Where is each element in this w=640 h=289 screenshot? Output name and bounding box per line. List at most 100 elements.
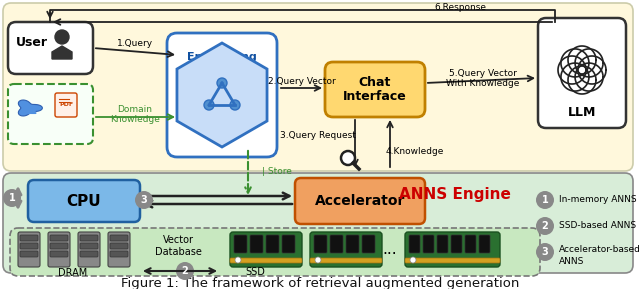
FancyBboxPatch shape [20, 235, 38, 241]
Text: 3: 3 [541, 247, 548, 257]
Circle shape [3, 189, 21, 207]
FancyBboxPatch shape [3, 3, 633, 171]
Text: Figure 1: The framework of retrieval augmented generation: Figure 1: The framework of retrieval aug… [121, 277, 519, 289]
FancyBboxPatch shape [451, 235, 462, 253]
Text: Accelerator: Accelerator [315, 194, 405, 208]
FancyBboxPatch shape [50, 235, 68, 241]
Text: | Store: | Store [262, 168, 292, 177]
Text: ANNS: ANNS [559, 257, 584, 266]
FancyBboxPatch shape [10, 228, 540, 276]
Circle shape [536, 243, 554, 261]
Text: 2: 2 [182, 266, 188, 276]
FancyBboxPatch shape [295, 178, 425, 224]
FancyBboxPatch shape [282, 235, 295, 253]
Circle shape [536, 191, 554, 209]
Text: Embedding: Embedding [187, 52, 257, 62]
FancyBboxPatch shape [50, 251, 68, 257]
Polygon shape [19, 100, 42, 116]
FancyBboxPatch shape [8, 84, 93, 144]
Circle shape [341, 151, 355, 165]
Polygon shape [52, 46, 72, 59]
FancyBboxPatch shape [78, 232, 100, 267]
FancyBboxPatch shape [346, 235, 359, 253]
FancyBboxPatch shape [230, 258, 302, 263]
Text: 6.Response: 6.Response [434, 3, 486, 12]
FancyBboxPatch shape [310, 232, 382, 267]
Text: 3: 3 [141, 195, 147, 205]
Text: Interface: Interface [343, 90, 407, 103]
Circle shape [315, 257, 321, 263]
Circle shape [235, 257, 241, 263]
Text: PDF: PDF [59, 103, 73, 108]
FancyBboxPatch shape [310, 258, 382, 263]
FancyBboxPatch shape [538, 18, 626, 128]
FancyBboxPatch shape [234, 235, 247, 253]
FancyBboxPatch shape [266, 235, 279, 253]
FancyBboxPatch shape [110, 235, 128, 241]
FancyBboxPatch shape [230, 232, 302, 267]
Text: Knowledge: Knowledge [110, 114, 160, 123]
FancyBboxPatch shape [479, 235, 490, 253]
Text: 2.Query Vector: 2.Query Vector [268, 77, 336, 86]
Text: 2: 2 [541, 221, 548, 231]
FancyBboxPatch shape [409, 235, 420, 253]
Text: ☁: ☁ [19, 99, 38, 118]
Text: 1.Query: 1.Query [117, 40, 153, 49]
Text: SSD: SSD [245, 267, 265, 277]
Text: User: User [16, 36, 48, 49]
Text: LLM: LLM [568, 107, 596, 119]
Text: 3.Query Request: 3.Query Request [280, 131, 356, 140]
FancyBboxPatch shape [437, 235, 448, 253]
FancyBboxPatch shape [8, 22, 93, 74]
Text: Accelerator-based: Accelerator-based [559, 244, 640, 253]
Circle shape [204, 100, 214, 110]
FancyBboxPatch shape [55, 93, 77, 117]
Text: ANNS Engine: ANNS Engine [399, 188, 511, 203]
FancyBboxPatch shape [314, 235, 327, 253]
FancyBboxPatch shape [18, 232, 40, 267]
FancyBboxPatch shape [110, 243, 128, 249]
FancyBboxPatch shape [20, 243, 38, 249]
Circle shape [135, 191, 153, 209]
Polygon shape [177, 43, 267, 147]
FancyBboxPatch shape [423, 235, 434, 253]
FancyBboxPatch shape [250, 235, 263, 253]
FancyBboxPatch shape [405, 232, 500, 267]
Text: 5.Query Vector: 5.Query Vector [449, 68, 517, 77]
FancyBboxPatch shape [80, 251, 98, 257]
Text: 1: 1 [541, 195, 548, 205]
FancyBboxPatch shape [167, 33, 277, 157]
FancyBboxPatch shape [80, 235, 98, 241]
Circle shape [536, 217, 554, 235]
Text: Chat: Chat [359, 76, 391, 89]
Circle shape [217, 78, 227, 88]
Circle shape [176, 262, 194, 280]
Text: Domain: Domain [118, 105, 152, 114]
Text: Vector
Database: Vector Database [155, 235, 202, 257]
FancyBboxPatch shape [3, 173, 633, 273]
Text: DRAM: DRAM [58, 268, 88, 278]
Text: CPU: CPU [67, 194, 101, 208]
FancyBboxPatch shape [80, 243, 98, 249]
Text: 4.Knowledge: 4.Knowledge [386, 147, 444, 157]
FancyBboxPatch shape [362, 235, 375, 253]
Text: With Knowledge: With Knowledge [446, 79, 520, 88]
FancyBboxPatch shape [405, 258, 500, 263]
Text: ...: ... [383, 242, 397, 257]
FancyBboxPatch shape [108, 232, 130, 267]
FancyBboxPatch shape [110, 251, 128, 257]
FancyBboxPatch shape [28, 180, 140, 222]
Text: In-memory ANNS: In-memory ANNS [559, 195, 637, 205]
Circle shape [55, 30, 69, 44]
FancyBboxPatch shape [48, 232, 70, 267]
Text: Model: Model [203, 64, 241, 74]
FancyBboxPatch shape [325, 62, 425, 117]
Circle shape [410, 257, 416, 263]
FancyBboxPatch shape [50, 243, 68, 249]
FancyBboxPatch shape [330, 235, 343, 253]
Text: 1: 1 [8, 193, 15, 203]
Text: SSD-based ANNS: SSD-based ANNS [559, 221, 636, 231]
Circle shape [230, 100, 240, 110]
FancyBboxPatch shape [20, 251, 38, 257]
FancyBboxPatch shape [465, 235, 476, 253]
